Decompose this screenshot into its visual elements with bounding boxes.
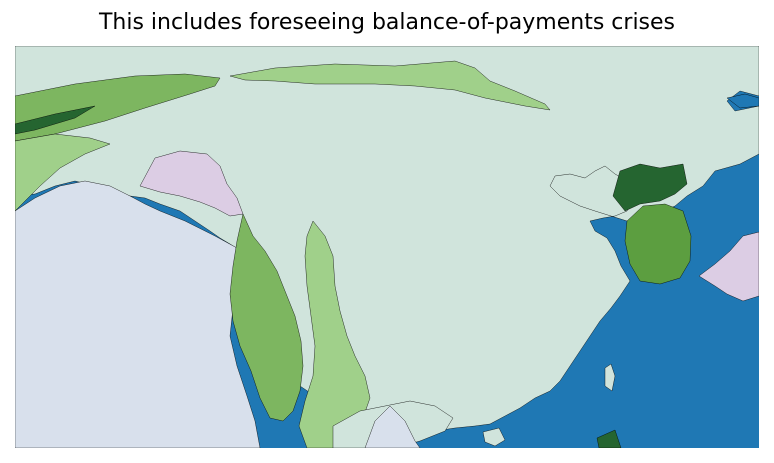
- region-korea-north: [612, 163, 688, 212]
- region-south-lavender: [364, 405, 421, 448]
- region-northwest-dark: [15, 105, 96, 135]
- region-japan: [698, 231, 759, 302]
- region-korea-south: [624, 203, 692, 285]
- island-hainan: [482, 427, 506, 447]
- region-west-green: [15, 133, 111, 212]
- island-south-dark: [596, 429, 622, 448]
- island-taiwan: [604, 363, 616, 392]
- map-title: This includes foreseeing balance-of-paym…: [98, 10, 676, 35]
- region-lavender-west: [139, 150, 244, 217]
- island-northeast: [726, 93, 759, 109]
- region-peninsula: [229, 213, 304, 422]
- map-canvas: [15, 46, 759, 448]
- map-frame: [15, 46, 759, 448]
- region-northeast-strip: [229, 60, 551, 111]
